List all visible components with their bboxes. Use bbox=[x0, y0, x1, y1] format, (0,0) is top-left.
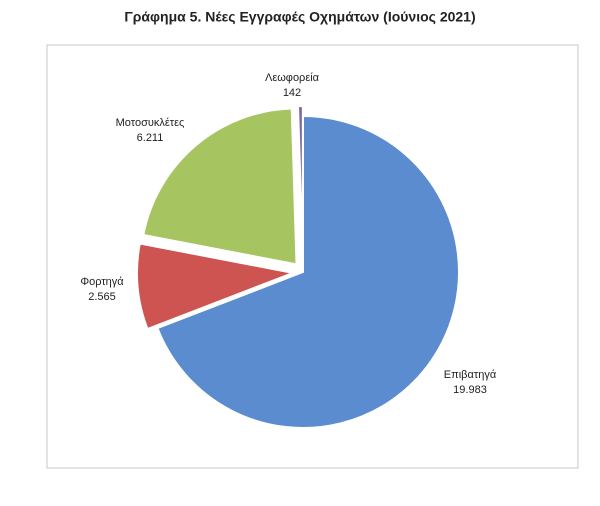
pie-slice bbox=[142, 107, 298, 266]
pie-slice bbox=[156, 114, 460, 429]
slice-label: Λεωφορεία bbox=[265, 72, 320, 84]
chart-title: Γράφημα 5. Νέες Εγγραφές Οχημάτων (Ιούνι… bbox=[124, 9, 475, 25]
slice-value: 6.211 bbox=[137, 132, 164, 144]
pie-slice bbox=[296, 105, 304, 263]
pie-slice bbox=[136, 242, 297, 331]
slice-value: 142 bbox=[283, 87, 301, 99]
slice-label: Μοτοσυκλέτες bbox=[116, 117, 185, 129]
slice-label: Επιβατηγά bbox=[444, 369, 497, 381]
slice-label: Φορτηγά bbox=[80, 276, 124, 288]
slice-value: 2.565 bbox=[88, 291, 116, 303]
slice-value: 19.983 bbox=[453, 384, 487, 396]
